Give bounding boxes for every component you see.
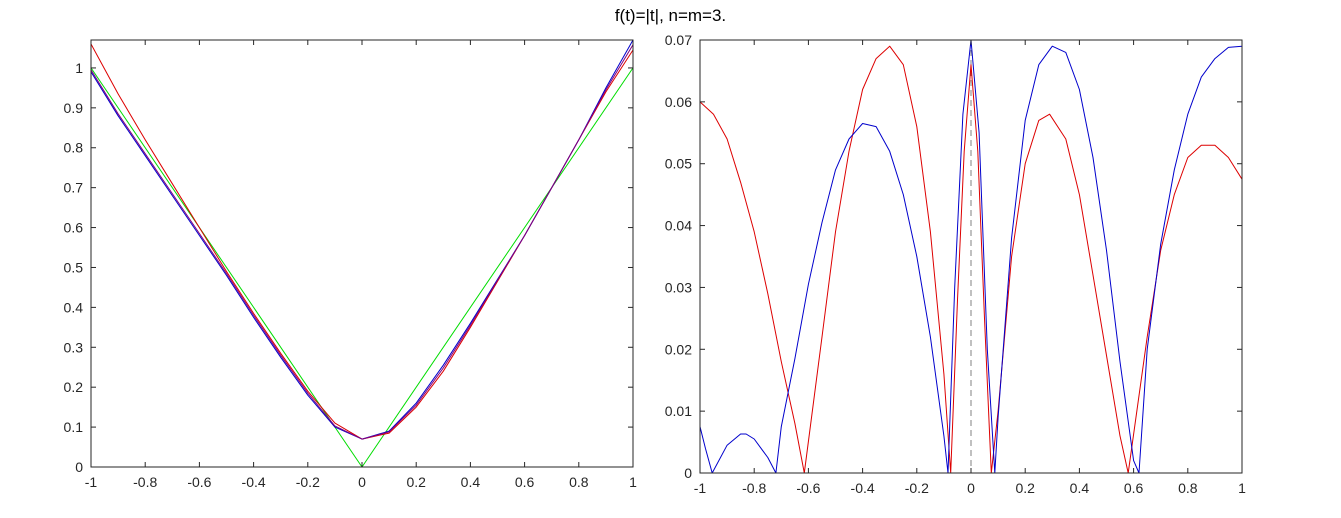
x-tick-label: -0.6 bbox=[187, 474, 211, 490]
y-tick-label: 0.3 bbox=[64, 339, 84, 355]
x-tick-label: 0.2 bbox=[1015, 480, 1035, 496]
x-tick-label: 0.6 bbox=[1124, 480, 1144, 496]
x-tick-label: -0.2 bbox=[905, 480, 929, 496]
x-tick-label: 0 bbox=[967, 480, 975, 496]
right-plot-error: -1 -0.8 -0.6 -0.4 -0.2 0 0.2 0.4 0.6 0.8 1 0 0.01 0.0… bbox=[665, 32, 1246, 496]
series-line-0 bbox=[699, 45, 1243, 474]
y-tick-label: 0.06 bbox=[665, 94, 692, 110]
y-tick-label: 0.1 bbox=[64, 419, 84, 435]
y-tick-label: 1 bbox=[75, 60, 83, 76]
y-tick-label: 0.9 bbox=[64, 100, 84, 116]
y-tick-label: 0.02 bbox=[665, 341, 692, 357]
plot-area bbox=[91, 40, 633, 467]
x-tick-label: 0.8 bbox=[569, 474, 589, 490]
y-tick-label: 0.03 bbox=[665, 279, 692, 295]
y-tick-label: 0.4 bbox=[64, 299, 84, 315]
y-tick-label: 0.07 bbox=[665, 32, 692, 48]
x-tick-label: -1 bbox=[85, 474, 98, 490]
x-tick-label: 0.8 bbox=[1178, 480, 1198, 496]
x-tick-label: 0.4 bbox=[461, 474, 481, 490]
x-tick-label: 1 bbox=[1238, 480, 1246, 496]
x-tick-label: -0.4 bbox=[851, 480, 875, 496]
x-tick-label: -0.2 bbox=[296, 474, 320, 490]
y-tick-label: 0.01 bbox=[665, 403, 692, 419]
x-tick-label: 0.4 bbox=[1070, 480, 1090, 496]
y-tick-label: 0.8 bbox=[64, 140, 84, 156]
x-tick-label: 1 bbox=[629, 474, 637, 490]
series-line-3 bbox=[90, 44, 634, 440]
y-tick-label: 0.7 bbox=[64, 180, 84, 196]
x-tick-label: -0.8 bbox=[742, 480, 766, 496]
x-tick-label: -0.8 bbox=[133, 474, 157, 490]
y-tick-label: 0.6 bbox=[64, 220, 84, 236]
x-tick-label: -0.6 bbox=[796, 480, 820, 496]
y-tick-label: 0.5 bbox=[64, 259, 84, 275]
left-plot-absolute-value: -1 -0.8 -0.6 -0.4 -0.2 0 0.2 0.4 0.6 0.8 1 0 0.1 0.2 0… bbox=[64, 39, 637, 490]
x-tick-label: 0.6 bbox=[515, 474, 535, 490]
y-tick-label: 0 bbox=[75, 459, 83, 475]
figure-title: f(t)=|t|, n=m=3. bbox=[614, 6, 727, 25]
x-tick-label: -0.4 bbox=[242, 474, 266, 490]
y-tick-label: 0.04 bbox=[665, 218, 692, 234]
x-tick-label: -1 bbox=[694, 480, 707, 496]
y-tick-label: 0.05 bbox=[665, 156, 692, 172]
x-tick-label: 0 bbox=[358, 474, 366, 490]
y-tick-label: 0 bbox=[684, 465, 692, 481]
y-tick-label: 0.2 bbox=[64, 379, 84, 395]
x-tick-label: 0.2 bbox=[406, 474, 426, 490]
